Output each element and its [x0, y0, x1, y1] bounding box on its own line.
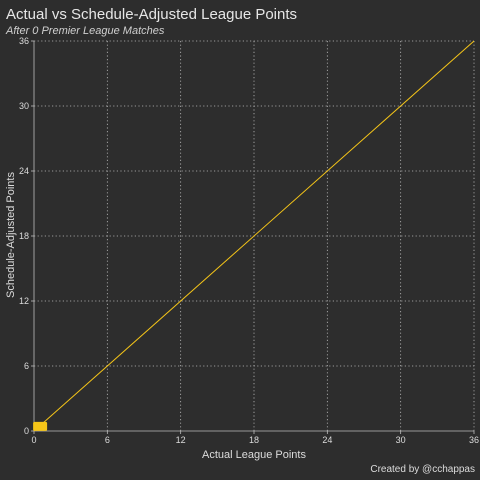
- x-tick-label: 0: [31, 435, 36, 445]
- chart-caption: Created by @cchappas: [370, 464, 475, 475]
- chart-title: Actual vs Schedule-Adjusted League Point…: [6, 6, 297, 23]
- y-tick-label: 30: [19, 101, 29, 111]
- y-tick-label: 12: [19, 296, 29, 306]
- y-axis-ticks: 0 6 12 18 24 30 36: [19, 36, 34, 436]
- data-point: [33, 421, 48, 431]
- x-tick-label: 24: [322, 435, 332, 445]
- y-tick-label: 36: [19, 36, 29, 46]
- x-axis-ticks: 0 6 12 18 24 30 36: [31, 431, 479, 445]
- x-tick-label: 6: [105, 435, 110, 445]
- y-tick-label: 0: [24, 426, 29, 436]
- x-tick-label: 12: [176, 435, 186, 445]
- y-tick-label: 18: [19, 231, 29, 241]
- x-tick-label: 36: [469, 435, 479, 445]
- chart-subtitle: After 0 Premier League Matches: [5, 25, 165, 37]
- y-axis-label: Schedule-Adjusted Points: [5, 172, 17, 298]
- data-series: [33, 40, 475, 432]
- x-tick-label: 18: [249, 435, 259, 445]
- x-axis-label: Actual League Points: [202, 449, 306, 461]
- x-tick-label: 30: [396, 435, 406, 445]
- y-tick-label: 6: [24, 361, 29, 371]
- reference-line: [33, 40, 475, 432]
- y-tick-label: 24: [19, 166, 29, 176]
